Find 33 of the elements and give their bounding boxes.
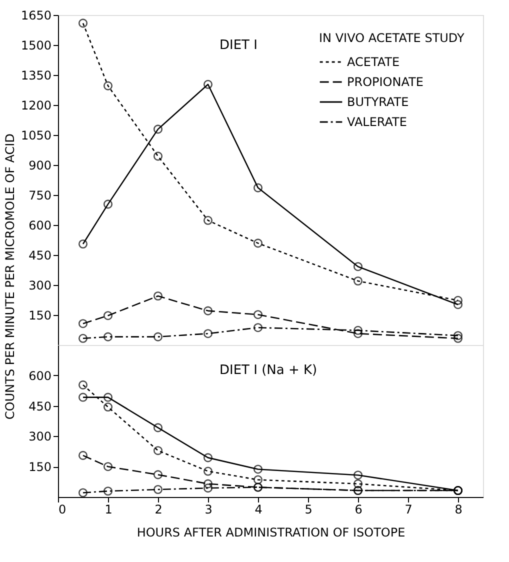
y-tick-label: 150: [28, 308, 52, 322]
x-tick-label: 0: [58, 502, 66, 516]
y-tick-label: 300: [28, 278, 52, 292]
y-tick-label: 1650: [20, 8, 52, 22]
text: DIET I (Na + K): [220, 363, 318, 378]
legend-label: ACETATE: [347, 55, 400, 69]
x-tick-label: 6: [354, 502, 362, 516]
y-axis-title: COUNTS PER MINUTE PER MICROMOLE OF ACID: [2, 134, 17, 420]
x-tick-label: 8: [454, 502, 462, 516]
legend-label: BUTYRATE: [347, 95, 409, 109]
x-tick-label: 3: [204, 502, 212, 516]
legend-label: PROPIONATE: [347, 75, 424, 89]
x-axis-title: HOURS AFTER ADMINISTRATION OF ISOTOPE: [136, 526, 406, 540]
y-tick-label: 300: [28, 430, 52, 444]
x-tick-label: 7: [404, 502, 412, 516]
y-tick-label: 150: [28, 460, 52, 474]
text: DIET I: [220, 38, 258, 53]
legend-label: VALERATE: [347, 115, 407, 129]
y-tick-label: 1350: [20, 68, 52, 82]
x-tick-label: 2: [154, 502, 162, 516]
legend-title: IN VIVO ACETATE STUDY: [319, 31, 466, 45]
y-tick-label: 1500: [20, 38, 52, 52]
x-tick-label: 5: [304, 502, 312, 516]
y-tick-label: 600: [28, 218, 52, 232]
y-tick-label: 900: [28, 158, 52, 172]
x-tick-label: 1: [104, 502, 112, 516]
y-tick-label: 450: [28, 399, 52, 414]
y-tick-label: 1050: [20, 128, 52, 142]
y-tick-label: 450: [28, 248, 52, 262]
y-tick-label: 1200: [20, 98, 52, 112]
y-tick-label: 750: [28, 188, 52, 202]
y-tick-label: 600: [28, 368, 52, 383]
x-tick-label: 4: [254, 502, 262, 516]
